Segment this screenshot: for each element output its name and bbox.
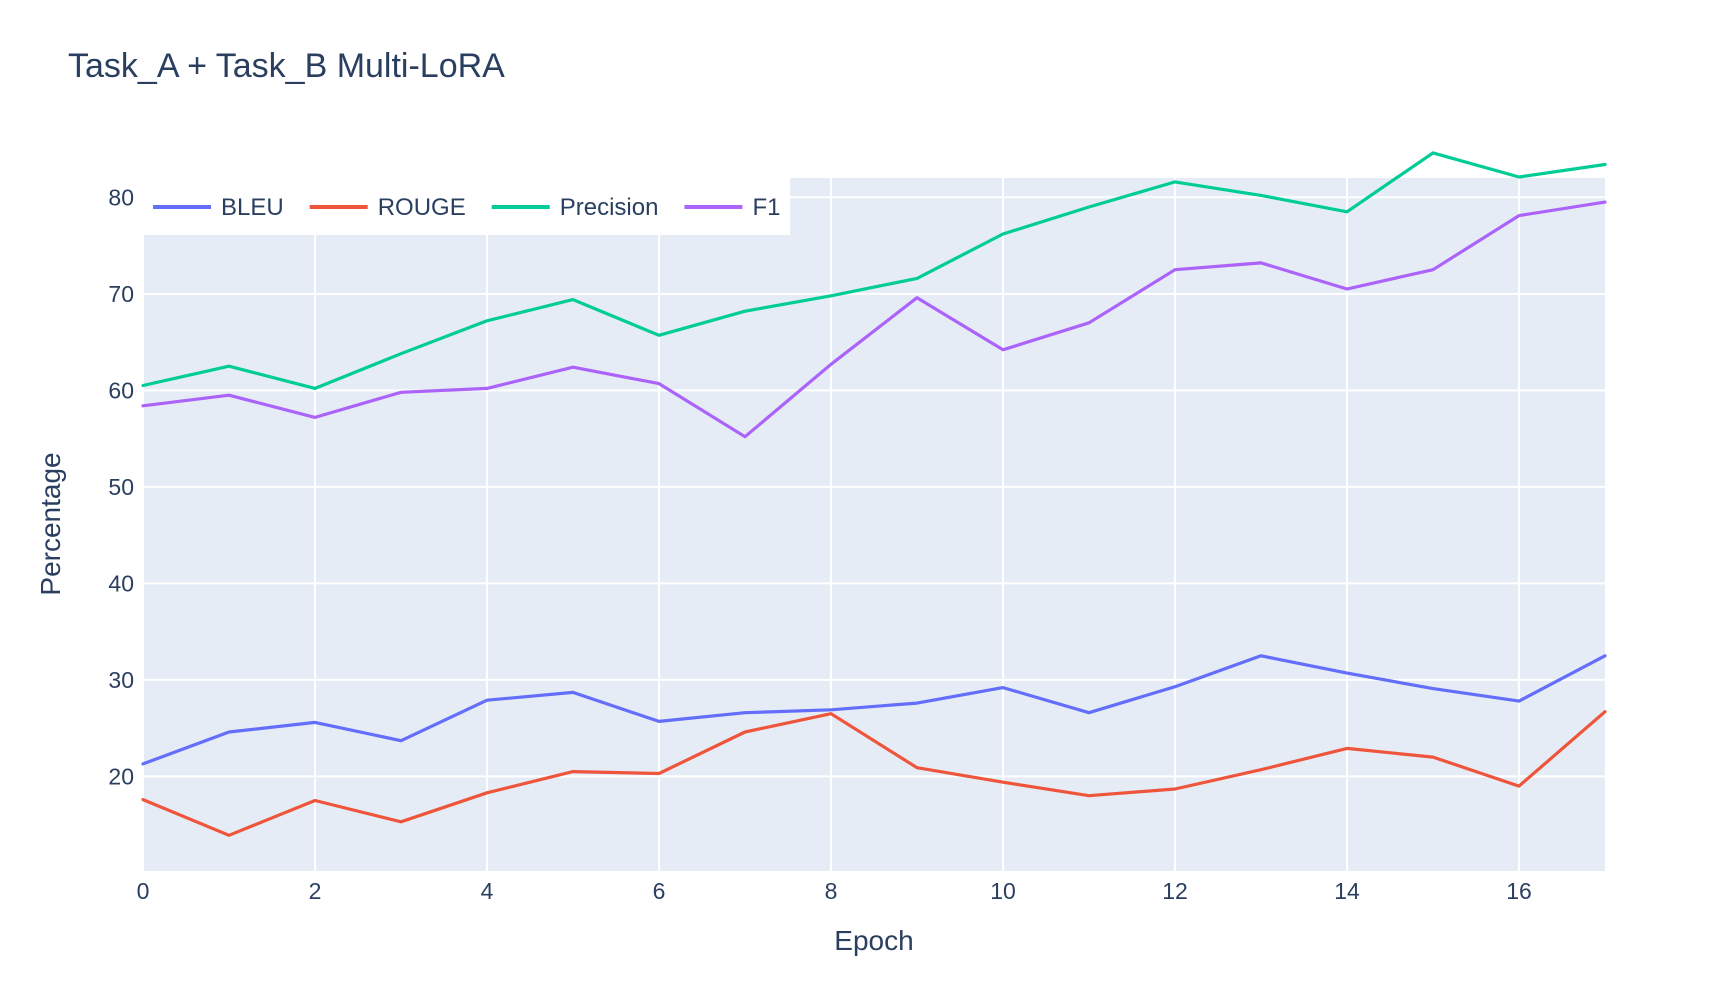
y-tick-label: 20 xyxy=(108,763,134,789)
legend-item-precision[interactable]: Precision xyxy=(491,194,659,221)
y-tick-label: 30 xyxy=(108,667,134,693)
legend-label: F1 xyxy=(752,194,780,221)
legend-item-rouge[interactable]: ROUGE xyxy=(309,194,466,221)
y-axis-title: Percentage xyxy=(35,452,66,595)
series-line-precision[interactable] xyxy=(141,151,1607,390)
legend-item-bleu[interactable]: BLEU xyxy=(153,194,284,221)
series-line-rouge[interactable] xyxy=(141,710,1607,837)
legend-label: BLEU xyxy=(221,194,284,221)
legend[interactable]: BLEU ROUGE Precision F1 xyxy=(143,178,790,235)
x-tick-label: 0 xyxy=(137,878,150,904)
x-tick-label: 16 xyxy=(1506,878,1532,904)
grid xyxy=(142,178,1605,871)
x-tick-label: 14 xyxy=(1334,878,1360,904)
y-tick-label: 80 xyxy=(108,184,134,210)
tick-labels: 0 2 4 6 8 10 12 14 16 20 30 40 50 60 70 80 xyxy=(108,184,1531,904)
x-tick-label: 10 xyxy=(990,878,1016,904)
x-axis-title: Epoch xyxy=(834,925,913,956)
legend-label: ROUGE xyxy=(378,194,466,221)
legend-background xyxy=(143,178,790,235)
x-tick-label: 4 xyxy=(481,878,494,904)
legend-label: Precision xyxy=(560,194,659,221)
y-tick-label: 50 xyxy=(108,474,134,500)
x-tick-label: 12 xyxy=(1162,878,1188,904)
series-line-f1[interactable] xyxy=(141,200,1607,439)
x-tick-label: 2 xyxy=(309,878,322,904)
series-lines xyxy=(141,151,1607,837)
chart-title: Task_A + Task_B Multi-LoRA xyxy=(68,47,505,85)
y-tick-label: 60 xyxy=(108,377,134,403)
y-tick-label: 70 xyxy=(108,281,134,307)
legend-item-f1[interactable]: F1 xyxy=(684,194,780,221)
series-line-bleu[interactable] xyxy=(141,654,1607,766)
x-tick-label: 6 xyxy=(653,878,666,904)
y-tick-label: 40 xyxy=(108,570,134,596)
x-tick-label: 8 xyxy=(825,878,838,904)
